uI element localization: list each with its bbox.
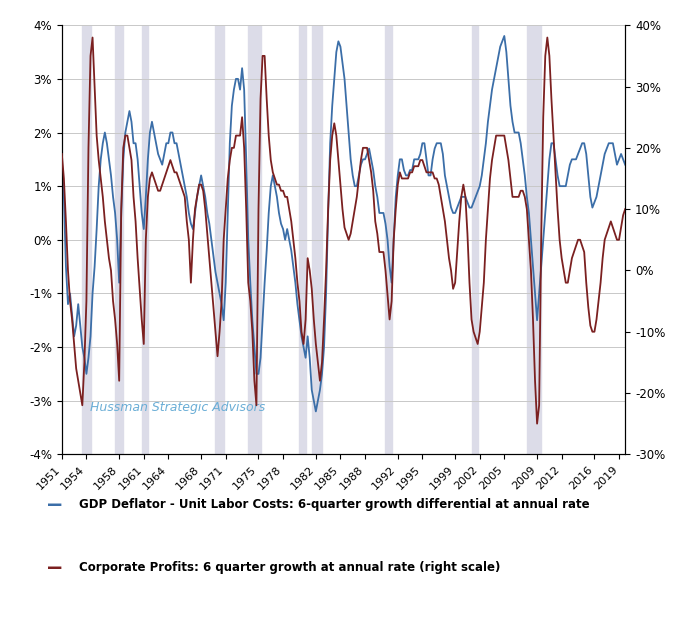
Bar [385, 25, 392, 454]
Bar [312, 25, 322, 454]
Text: Corporate Profits: 6 quarter growth at annual rate (right scale): Corporate Profits: 6 quarter growth at a… [79, 562, 500, 574]
Bar [527, 25, 541, 454]
Bar [115, 25, 123, 454]
Bar [82, 25, 91, 454]
Text: —: — [48, 558, 61, 578]
Bar [471, 25, 477, 454]
Bar [248, 25, 260, 454]
Bar [142, 25, 148, 454]
Bar [300, 25, 306, 454]
Text: Hussman Strategic Advisors: Hussman Strategic Advisors [90, 401, 265, 415]
Text: GDP Deflator - Unit Labor Costs: 6-quarter growth differential at annual rate: GDP Deflator - Unit Labor Costs: 6-quart… [79, 498, 589, 511]
Text: —: — [48, 495, 61, 515]
Bar [216, 25, 224, 454]
